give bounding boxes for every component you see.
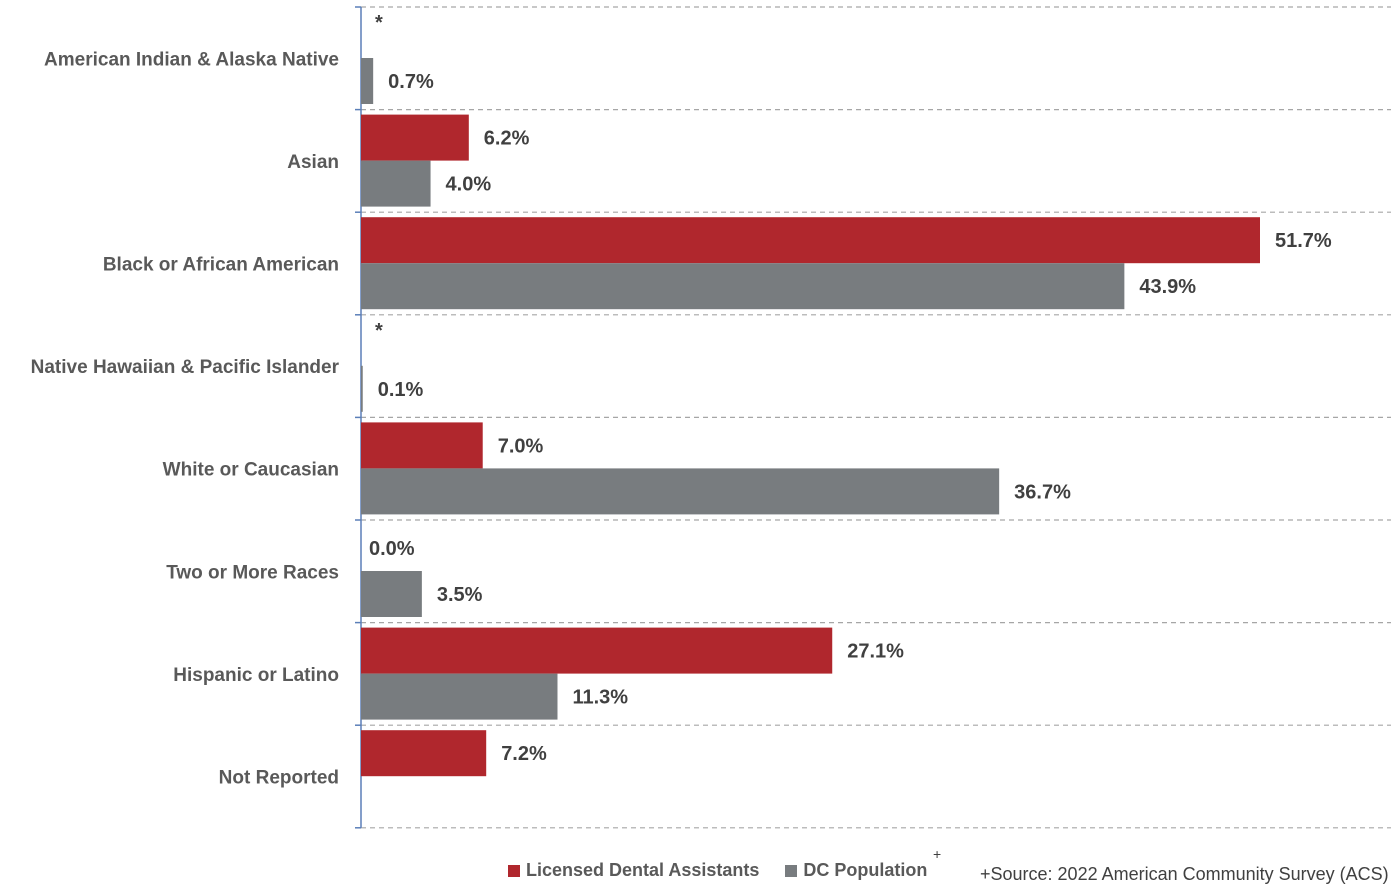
- legend-label-dc-population: DC Population: [803, 860, 928, 880]
- data-label-licensed-dental-assistants-not-reported: 7.2%: [501, 743, 547, 765]
- category-label-native-hawaiian-pacific-islander: Native Hawaiian & Pacific Islander: [31, 357, 340, 378]
- bar-dc-population-hispanic-or-latino: [361, 673, 558, 720]
- bar-dc-population-white-or-caucasian: [361, 468, 1000, 515]
- source-note: +Source: 2022 American Community Survey …: [980, 864, 1389, 884]
- data-label-licensed-dental-assistants-black-or-african-american: 51.7%: [1275, 230, 1332, 252]
- data-label-licensed-dental-assistants-american-indian-alaska-native: *: [375, 12, 383, 34]
- legend-swatch-dental-assistants: [508, 864, 520, 877]
- category-label-asian: Asian: [287, 152, 339, 173]
- bar-licensed-dental-assistants-white-or-caucasian: [361, 422, 483, 469]
- bar-dc-population-american-indian-alaska-native: [361, 58, 374, 104]
- data-label-licensed-dental-assistants-native-hawaiian-pacific-islander: *: [375, 320, 383, 342]
- data-label-dc-population-american-indian-alaska-native: 0.7%: [388, 71, 434, 93]
- category-label-black-or-african-american: Black or African American: [103, 255, 339, 276]
- data-label-dc-population-black-or-african-american: 43.9%: [1139, 276, 1196, 298]
- legend-label-dental-assistants: Licensed Dental Assistants: [526, 860, 760, 880]
- data-label-licensed-dental-assistants-asian: 6.2%: [484, 128, 530, 150]
- legend-item-dental-assistants: Licensed Dental Assistants: [508, 860, 759, 881]
- data-label-licensed-dental-assistants-two-or-more-races: 0.0%: [369, 538, 415, 560]
- data-label-dc-population-hispanic-or-latino: 11.3%: [572, 687, 628, 709]
- category-label-hispanic-or-latino: Hispanic or Latino: [173, 665, 339, 686]
- data-label-dc-population-asian: 4.0%: [446, 174, 492, 196]
- bar-licensed-dental-assistants-asian: [361, 114, 469, 161]
- data-label-dc-population-two-or-more-races: 3.5%: [437, 584, 483, 606]
- legend: Licensed Dental Assistants DC Population: [508, 860, 953, 881]
- bar-dc-population-asian: [361, 160, 431, 207]
- legend-superscript: +: [933, 846, 942, 862]
- category-label-american-indian-alaska-native: American Indian & Alaska Native: [44, 49, 339, 70]
- category-label-two-or-more-races: Two or More Races: [166, 562, 339, 583]
- bar-dc-population-native-hawaiian-pacific-islander: [361, 365, 363, 412]
- bar-dc-population-black-or-african-american: [361, 263, 1125, 310]
- bar-licensed-dental-assistants-black-or-african-american: [361, 217, 1260, 264]
- bar-dc-population-two-or-more-races: [361, 571, 422, 617]
- bar-licensed-dental-assistants-not-reported: [361, 730, 487, 777]
- data-label-dc-population-white-or-caucasian: 36.7%: [1014, 481, 1071, 503]
- data-label-licensed-dental-assistants-hispanic-or-latino: 27.1%: [847, 641, 904, 663]
- data-label-licensed-dental-assistants-white-or-caucasian: 7.0%: [498, 435, 544, 457]
- data-label-dc-population-native-hawaiian-pacific-islander: 0.1%: [378, 379, 424, 401]
- bar-licensed-dental-assistants-hispanic-or-latino: [361, 627, 833, 674]
- legend-swatch-dc-population: [785, 864, 798, 877]
- category-label-not-reported: Not Reported: [219, 768, 339, 789]
- category-label-white-or-caucasian: White or Caucasian: [163, 460, 339, 481]
- legend-item-dc-population: DC Population: [785, 860, 927, 881]
